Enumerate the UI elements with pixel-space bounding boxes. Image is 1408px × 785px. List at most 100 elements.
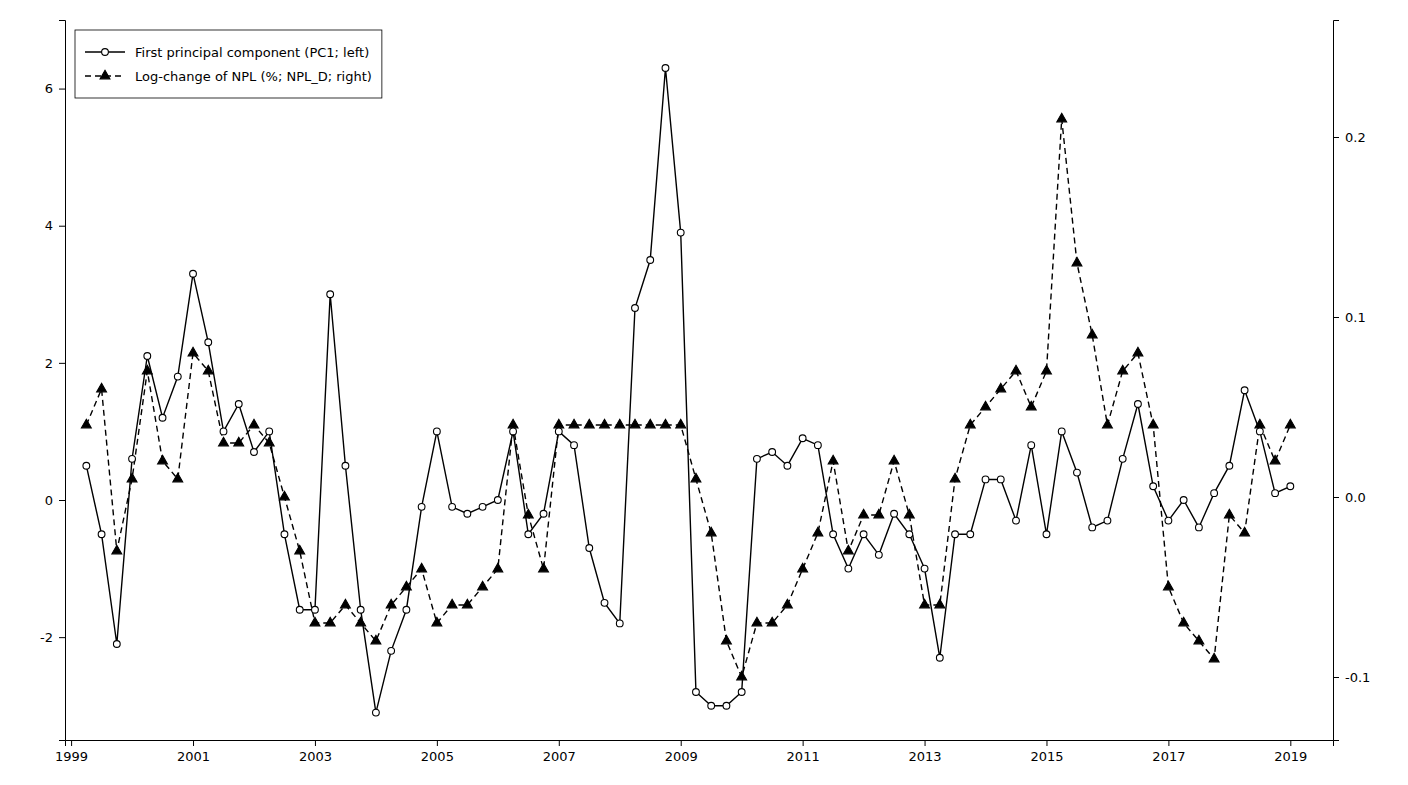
axis-line	[66, 741, 1334, 747]
point	[965, 419, 975, 428]
point	[220, 428, 227, 435]
point	[340, 599, 350, 608]
point	[464, 510, 471, 517]
point	[1194, 635, 1204, 644]
tick-mark	[559, 740, 560, 746]
point	[174, 373, 181, 380]
axis-line	[1334, 21, 1340, 741]
line	[86, 68, 1290, 713]
point	[325, 617, 335, 626]
point	[723, 702, 730, 709]
tick: 2001	[177, 740, 210, 764]
point	[875, 551, 882, 558]
series	[83, 65, 1294, 716]
point	[158, 455, 168, 464]
point	[1241, 387, 1248, 394]
tick-label: -0.1	[1345, 670, 1370, 685]
point	[1057, 113, 1067, 122]
point	[920, 599, 930, 608]
legend-item: First principal component (PC1; left)	[85, 45, 369, 60]
tick-label: 0.2	[1345, 130, 1366, 145]
tick-label: 0	[45, 493, 53, 508]
point	[691, 473, 701, 482]
point	[1285, 419, 1295, 428]
x-axis: 1999200120032005200720092011201320152017…	[55, 740, 1333, 764]
tick-mark	[193, 740, 194, 746]
point	[373, 709, 380, 716]
point	[1074, 469, 1081, 476]
point	[752, 617, 762, 626]
point	[996, 383, 1006, 392]
point	[1043, 531, 1050, 538]
point	[860, 531, 867, 538]
legend-marker	[102, 49, 109, 56]
point	[967, 531, 974, 538]
point	[386, 599, 396, 608]
point	[982, 476, 989, 483]
point	[889, 455, 899, 464]
point	[540, 510, 547, 517]
tick: 4	[45, 218, 65, 233]
point	[371, 635, 381, 644]
point	[814, 442, 821, 449]
point	[661, 419, 671, 428]
point	[1150, 483, 1157, 490]
point	[493, 563, 503, 572]
point	[676, 419, 686, 428]
point	[98, 531, 105, 538]
tick: 2009	[665, 740, 698, 764]
point	[296, 606, 303, 613]
point	[388, 647, 395, 654]
point	[584, 419, 594, 428]
tick-label: 2	[45, 356, 53, 371]
point	[615, 419, 625, 428]
tick-label: 6	[45, 81, 53, 96]
point	[813, 527, 823, 536]
point	[1058, 428, 1065, 435]
point	[173, 473, 183, 482]
tick-label: -2	[40, 630, 53, 645]
point	[647, 257, 654, 264]
point	[357, 606, 364, 613]
tick-mark	[71, 740, 72, 746]
point	[81, 419, 91, 428]
point	[859, 509, 869, 518]
point	[677, 229, 684, 236]
tick: 2017	[1152, 740, 1185, 764]
point	[342, 462, 349, 469]
point	[205, 339, 212, 346]
point	[1224, 509, 1234, 518]
tick: 2005	[421, 740, 454, 764]
point	[1240, 527, 1250, 536]
point	[129, 455, 136, 462]
tick-label: 0.1	[1345, 310, 1366, 325]
tick-label: 2005	[421, 749, 454, 764]
point	[266, 428, 273, 435]
point	[144, 353, 151, 360]
point	[904, 509, 914, 518]
tick: 2015	[1030, 740, 1063, 764]
tick-label: 2017	[1152, 749, 1185, 764]
point	[936, 654, 943, 661]
point	[828, 455, 838, 464]
point	[981, 401, 991, 410]
point	[722, 635, 732, 644]
tick: 0	[45, 493, 65, 508]
point	[1042, 365, 1052, 374]
point	[1104, 517, 1111, 524]
tick-mark	[1290, 740, 1291, 746]
point	[769, 449, 776, 456]
point	[1179, 617, 1189, 626]
point	[159, 414, 166, 421]
point	[251, 449, 258, 456]
y2-axis: -0.10.00.10.2	[1333, 21, 1370, 741]
tick-mark	[59, 226, 65, 227]
point	[1103, 419, 1113, 428]
tick-label: 2013	[909, 749, 942, 764]
point	[525, 531, 532, 538]
point	[767, 617, 777, 626]
tick: 0.2	[1333, 130, 1366, 145]
point	[830, 531, 837, 538]
tick-mark	[1333, 677, 1339, 678]
point	[112, 545, 122, 554]
